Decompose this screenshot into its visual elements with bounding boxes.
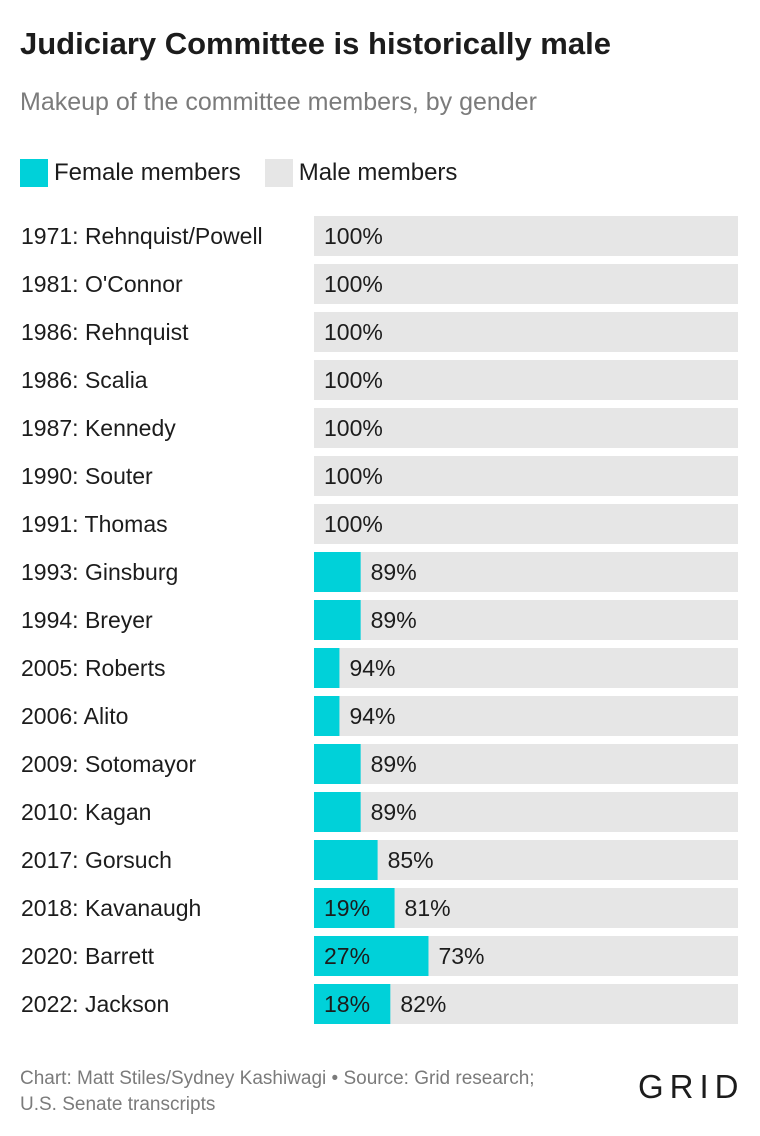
bar-male bbox=[314, 456, 738, 496]
bar-female bbox=[314, 984, 391, 1024]
category-label: 2020: Barrett bbox=[21, 943, 155, 969]
data-label-male: 94% bbox=[349, 655, 395, 681]
data-label-male: 73% bbox=[438, 943, 484, 969]
data-label-male: 89% bbox=[371, 559, 417, 585]
data-label-female: 27% bbox=[324, 943, 370, 969]
data-label-male: 100% bbox=[324, 415, 383, 441]
legend-swatch-male bbox=[264, 159, 293, 187]
bar-female bbox=[314, 936, 429, 976]
bar-female bbox=[314, 888, 395, 928]
legend-item-female: Female members bbox=[20, 159, 241, 187]
data-label-male: 100% bbox=[324, 271, 383, 297]
bar-male bbox=[314, 744, 738, 784]
source-note: Chart: Matt Stiles/Sydney Kashiwagi • So… bbox=[20, 1066, 535, 1118]
bar-male bbox=[314, 360, 738, 400]
grid-logo: GRID bbox=[638, 1068, 745, 1105]
source-line-1: Chart: Matt Stiles/Sydney Kashiwagi • So… bbox=[20, 1068, 535, 1089]
bar-female bbox=[314, 696, 340, 736]
bar-male bbox=[314, 264, 738, 304]
data-label-male: 89% bbox=[371, 799, 417, 825]
source-line-2: U.S. Senate transcripts bbox=[20, 1094, 216, 1115]
data-label-male: 100% bbox=[324, 319, 383, 345]
category-label: 2010: Kagan bbox=[21, 799, 151, 825]
legend: Female members Male members bbox=[20, 158, 481, 188]
category-label: 1994: Breyer bbox=[21, 607, 153, 633]
data-label-male: 89% bbox=[371, 607, 417, 633]
bar-male bbox=[314, 312, 738, 352]
data-label-female: 19% bbox=[324, 895, 370, 921]
data-label-female: 18% bbox=[324, 991, 370, 1017]
category-label: 2005: Roberts bbox=[21, 655, 165, 681]
bar-male bbox=[314, 792, 738, 832]
data-label-male: 85% bbox=[388, 847, 434, 873]
category-label: 2018: Kavanaugh bbox=[21, 895, 201, 921]
data-label-male: 100% bbox=[324, 367, 383, 393]
data-label-male: 82% bbox=[400, 991, 446, 1017]
category-label: 2017: Gorsuch bbox=[21, 847, 172, 873]
category-label: 1971: Rehnquist/Powell bbox=[21, 223, 263, 249]
category-label: 1986: Scalia bbox=[21, 367, 148, 393]
data-label-male: 89% bbox=[371, 751, 417, 777]
data-label-male: 100% bbox=[324, 511, 383, 537]
data-label-male: 94% bbox=[349, 703, 395, 729]
category-label: 1981: O'Connor bbox=[21, 271, 183, 297]
bar-male bbox=[314, 408, 738, 448]
bar-female bbox=[314, 600, 361, 640]
bar-female bbox=[314, 792, 361, 832]
legend-swatch-female bbox=[20, 159, 48, 187]
bar-female bbox=[314, 552, 361, 592]
bar-male bbox=[314, 552, 738, 592]
chart-title: Judiciary Committee is historically male bbox=[20, 26, 611, 61]
bar-female bbox=[314, 744, 361, 784]
data-label-male: 100% bbox=[324, 463, 383, 489]
bar-female bbox=[314, 648, 340, 688]
bar-male bbox=[314, 600, 738, 640]
legend-label-male: Male members bbox=[298, 159, 458, 186]
data-label-male: 100% bbox=[324, 223, 383, 249]
data-label-male: 81% bbox=[405, 895, 451, 921]
category-label: 2006: Alito bbox=[21, 703, 128, 729]
bar-chart: 1971: Rehnquist/Powell 100% 1981: O'Connor… bbox=[21, 216, 738, 1024]
chart-subtitle: Makeup of the committee members, by gend… bbox=[20, 88, 537, 116]
category-label: 1986: Rehnquist bbox=[21, 319, 189, 345]
category-label: 1990: Souter bbox=[21, 463, 153, 489]
bar-male bbox=[314, 840, 738, 880]
category-label: 2009: Sotomayor bbox=[21, 751, 197, 777]
category-label: 1993: Ginsburg bbox=[21, 559, 178, 585]
category-label: 2022: Jackson bbox=[21, 991, 169, 1017]
bar-male bbox=[314, 696, 738, 736]
category-label: 1991: Thomas bbox=[21, 511, 168, 537]
bar-male bbox=[314, 504, 738, 544]
legend-item-male: Male members bbox=[264, 159, 458, 187]
bar-male bbox=[314, 216, 738, 256]
category-label: 1987: Kennedy bbox=[21, 415, 176, 441]
legend-label-female: Female members bbox=[54, 159, 241, 186]
bar-male bbox=[314, 648, 738, 688]
bar-female bbox=[314, 840, 378, 880]
